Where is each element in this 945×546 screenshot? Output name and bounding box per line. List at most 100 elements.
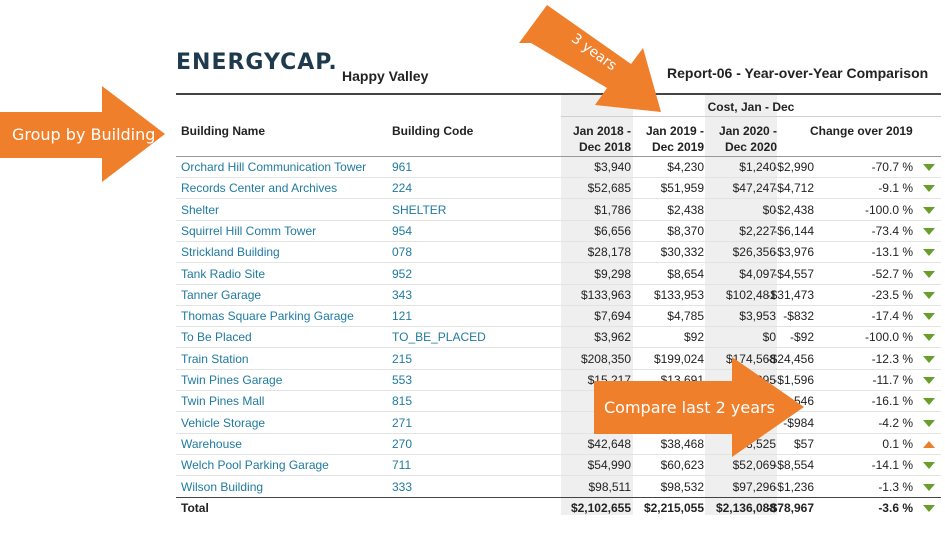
- report-table: Cost, Jan - Dec Building Name Building C…: [176, 93, 941, 515]
- building-code-link[interactable]: 270: [392, 436, 413, 451]
- trend-down-icon: [923, 164, 935, 171]
- building-name-link[interactable]: Squirrel Hill Comm Tower: [181, 223, 317, 238]
- change-value: $57: [793, 436, 814, 451]
- cost-2020: $47,247: [732, 181, 776, 196]
- building-code-link[interactable]: 121: [392, 309, 413, 324]
- building-code-link[interactable]: 078: [392, 245, 413, 260]
- table-row: Welch Pool Parking Garage 711 $54,990 $60,6…: [176, 455, 941, 477]
- total-2019: $2,215,055: [643, 501, 704, 515]
- building-name-link[interactable]: Strickland Building: [181, 245, 280, 260]
- col-2018-header[interactable]: Jan 2018 - Dec 2018: [561, 123, 631, 155]
- table-row: Shelter SHELTER $1,786 $2,438 $0 -$2,438 -100.…: [176, 200, 941, 221]
- trend-down-icon: [923, 185, 935, 193]
- trend-down-icon: [923, 313, 935, 321]
- col-2020-header-line2: Dec 2020: [724, 140, 777, 154]
- building-name-header[interactable]: Building Name: [181, 124, 266, 138]
- building-name-link[interactable]: Welch Pool Parking Garage: [181, 458, 329, 473]
- group-by-callout: Group by Building: [0, 86, 165, 182]
- col-2020-header[interactable]: Jan 2020 - Dec 2020: [705, 123, 777, 155]
- building-name-link[interactable]: Orchard Hill Communication Tower: [181, 160, 367, 174]
- building-name-link[interactable]: Train Station: [181, 351, 249, 366]
- cost-2019: $133,953: [653, 287, 704, 302]
- change-value: -$8,554: [773, 458, 814, 473]
- building-name-link[interactable]: Wilson Building: [181, 479, 264, 494]
- cost-2019: $4,230: [667, 160, 704, 174]
- building-name-link[interactable]: Vehicle Storage: [181, 415, 266, 430]
- table-row: To Be Placed TO_BE_PLACED $3,962 $92 $0 -$92 -…: [176, 327, 941, 349]
- building-code-link[interactable]: 333: [392, 479, 413, 494]
- cost-2019: $8,370: [667, 223, 704, 238]
- change-percent: -73.4 %: [871, 223, 913, 238]
- table-row: Warehouse 270 $42,648 $38,468 $38,525 $57 0.1 …: [176, 434, 941, 455]
- building-code-link[interactable]: TO_BE_PLACED: [392, 330, 486, 345]
- row-divider: [176, 453, 941, 455]
- building-code-link[interactable]: 224: [392, 181, 413, 196]
- building-name-link[interactable]: Records Center and Archives: [181, 181, 338, 196]
- change-percent: 0.1 %: [882, 436, 913, 451]
- building-code-header[interactable]: Building Code: [392, 124, 474, 138]
- building-name-link[interactable]: Shelter: [181, 202, 220, 217]
- row-divider: [176, 347, 941, 349]
- cost-2018: $98,511: [588, 479, 632, 494]
- header-divider: [176, 156, 941, 157]
- change-header[interactable]: Change over 2019: [810, 124, 913, 138]
- trend-down-icon: [923, 377, 935, 384]
- building-code-link[interactable]: 215: [392, 351, 413, 366]
- building-name-link[interactable]: Twin Pines Mall: [181, 394, 265, 409]
- right-arrow-icon: [594, 357, 804, 457]
- change-value: -$1,596: [773, 373, 814, 387]
- building-code-link[interactable]: SHELTER: [392, 202, 447, 217]
- change-percent: -4.2 %: [878, 415, 913, 430]
- building-name-link[interactable]: Thomas Square Parking Garage: [181, 309, 354, 324]
- building-name-link[interactable]: Warehouse: [181, 436, 242, 451]
- building-code-link[interactable]: 952: [392, 266, 413, 281]
- trend-down-icon: [923, 206, 935, 214]
- cost-2020: $3,953: [739, 309, 776, 324]
- building-code-link[interactable]: 553: [392, 373, 413, 387]
- table-row: Strickland Building 078 $28,178 $30,332 $26,…: [176, 242, 941, 264]
- change-percent: -11.7 %: [872, 373, 913, 387]
- cost-group-header: Cost, Jan - Dec: [561, 98, 941, 117]
- trend-down-icon: [923, 462, 935, 470]
- trend-down-icon: [923, 291, 935, 299]
- building-code-link[interactable]: 271: [392, 415, 413, 430]
- building-code-link[interactable]: 343: [392, 287, 413, 302]
- building-code-link[interactable]: 954: [392, 223, 413, 238]
- trend-down-icon: [923, 270, 935, 278]
- change-value: -$4,712: [773, 181, 814, 196]
- building-code-link[interactable]: 711: [392, 458, 412, 473]
- building-name-link[interactable]: To Be Placed: [181, 330, 252, 345]
- right-arrow-icon: [0, 86, 165, 182]
- building-code-link[interactable]: 815: [392, 394, 413, 409]
- trend-up-icon: [923, 440, 935, 448]
- trend-down-icon: [923, 483, 935, 491]
- table-row: Records Center and Archives 224 $52,685 $51…: [176, 178, 941, 200]
- change-percent: -1.3 %: [878, 479, 913, 494]
- col-2019-header[interactable]: Jan 2019 - Dec 2019: [634, 123, 704, 155]
- change-value: -$4,557: [773, 266, 814, 281]
- trend-down-icon: [923, 249, 935, 257]
- col-2018-header-line1: Jan 2018 -: [572, 124, 631, 138]
- total-divider: [176, 497, 941, 498]
- building-name-link[interactable]: Twin Pines Garage: [181, 373, 283, 387]
- cost-2018: $28,178: [587, 245, 631, 260]
- table-row: Wilson Building 333 $98,511 $98,532 $97,296-…: [176, 477, 941, 498]
- report-title: Report-06 - Year-over-Year Comparison: [667, 65, 929, 81]
- change-percent: -14.1 %: [871, 458, 913, 473]
- row-divider: [176, 475, 941, 477]
- trend-down-icon: [923, 419, 935, 427]
- cost-2018: $9,298: [594, 266, 631, 281]
- building-name-link[interactable]: Tank Radio Site: [181, 266, 266, 281]
- row-divider: [176, 432, 941, 434]
- table-row: Thomas Square Parking Garage 121 $7,694 $4,…: [176, 306, 941, 328]
- change-percent: -100.0 %: [864, 330, 913, 345]
- cost-2018: $42,648: [587, 436, 631, 451]
- building-code-link[interactable]: 961: [392, 160, 413, 174]
- cost-2020: $26,356: [732, 245, 776, 260]
- change-value: -$1,236: [773, 479, 814, 494]
- building-name-link[interactable]: Tanner Garage: [181, 287, 262, 302]
- table-row: Tanner Garage 343 $133,963 $133,953 $102,481…: [176, 285, 941, 306]
- total-2020: $2,136,088: [715, 501, 776, 515]
- row-divider: [176, 177, 941, 178]
